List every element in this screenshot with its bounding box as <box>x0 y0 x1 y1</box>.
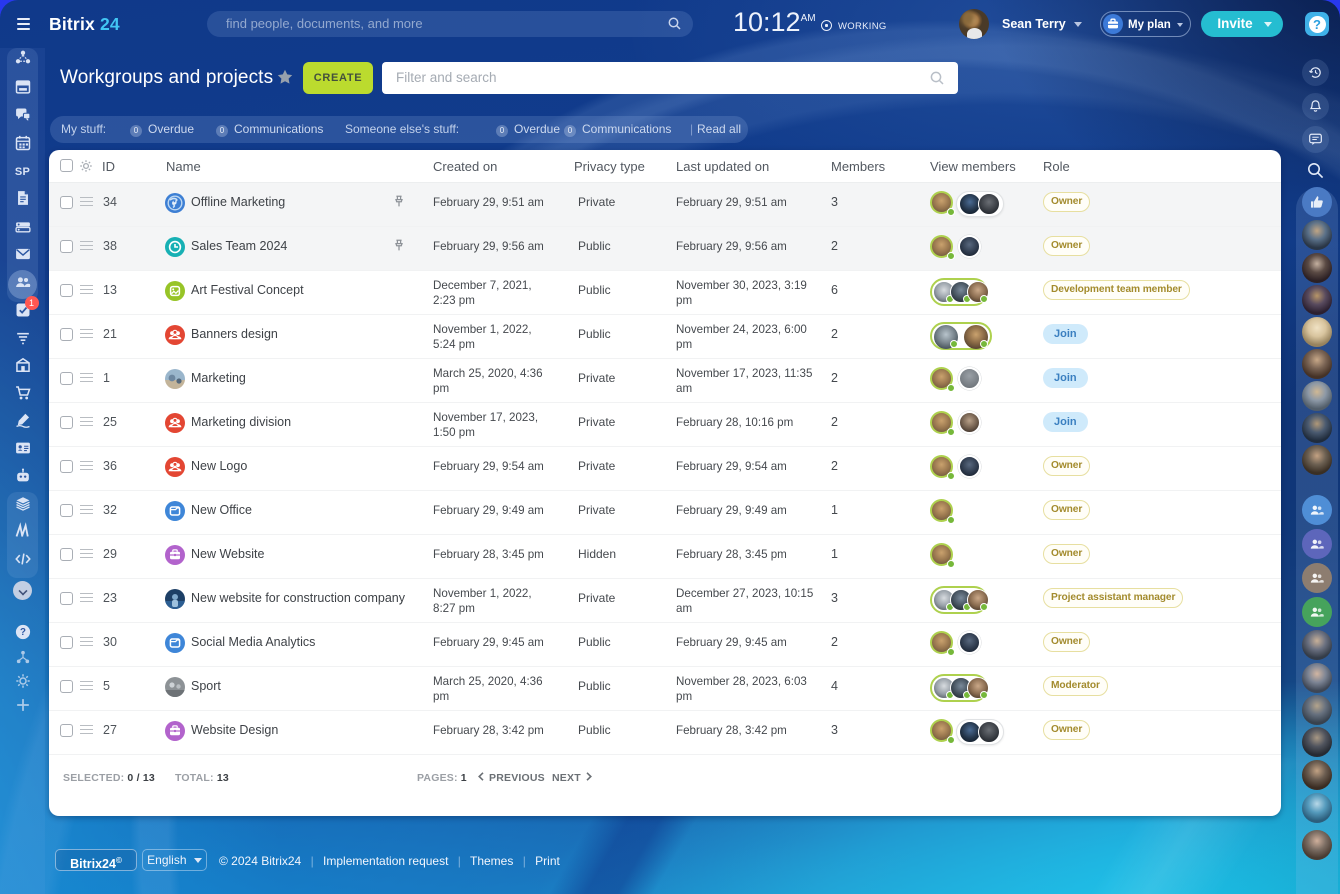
svg-text:?: ? <box>20 627 26 638</box>
